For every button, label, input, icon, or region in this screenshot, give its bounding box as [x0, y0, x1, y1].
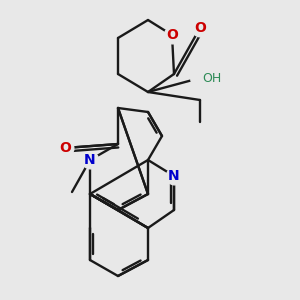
Text: O: O — [59, 141, 71, 155]
Text: OH: OH — [202, 71, 221, 85]
Text: O: O — [194, 21, 206, 35]
Point — [172, 174, 176, 178]
Point — [198, 26, 203, 30]
Point — [169, 33, 174, 38]
Point — [198, 76, 203, 80]
Text: O: O — [166, 28, 178, 42]
Point — [63, 146, 68, 150]
Text: N: N — [84, 153, 96, 167]
Text: N: N — [168, 169, 180, 183]
Point — [88, 158, 92, 162]
